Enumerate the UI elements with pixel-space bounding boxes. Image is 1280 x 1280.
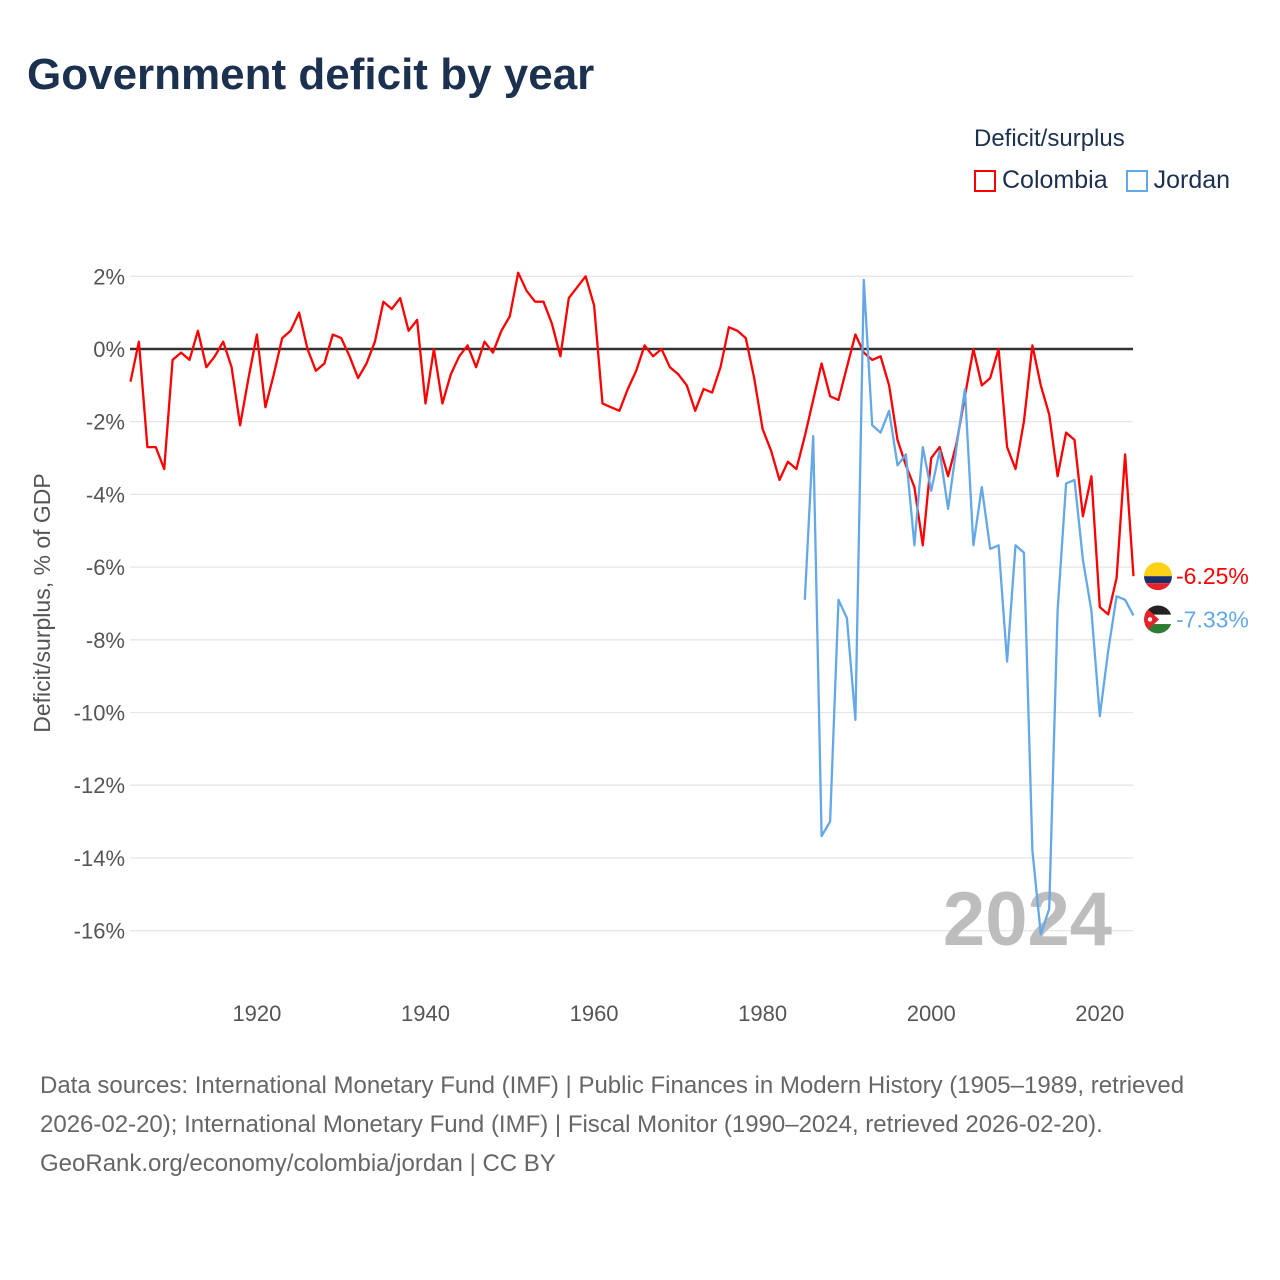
legend-swatch-jordan: [1125, 169, 1148, 192]
line-chart: 2% 0% -2% -4% -6% -8% -10% -12% -14% -16% 1920 1940…: [29, 264, 1249, 1026]
y-tick-label: -16%: [74, 919, 125, 944]
y-tick-label: -2%: [86, 410, 125, 435]
y-tick-label: -12%: [74, 773, 125, 798]
footer: Data sources: International Monetary Fun…: [40, 1066, 1240, 1183]
flag-icon-colombia: [1144, 562, 1172, 591]
series-line-colombia: [129, 271, 1135, 616]
y-tick-label: -6%: [86, 555, 125, 580]
credit-link[interactable]: GeoRank.org/economy/colombia/jordan | CC…: [40, 1150, 556, 1177]
series-line-jordan: [803, 278, 1135, 936]
x-tick-label: 2020: [1075, 1001, 1124, 1026]
legend-item-colombia[interactable]: Colombia: [974, 166, 1108, 195]
y-axis-label: Deficit/surplus, % of GDP: [29, 473, 55, 732]
legend: Colombia Jordan: [974, 166, 1230, 195]
x-tick-label: 1940: [401, 1001, 450, 1026]
x-tick-label: 1960: [570, 1001, 619, 1026]
x-tick-label: 1980: [738, 1001, 787, 1026]
end-value-label: -7.33%: [1176, 606, 1249, 632]
y-tick-label: 0%: [93, 337, 125, 362]
y-tick-label: -8%: [86, 628, 125, 653]
page-title: Government deficit by year: [27, 50, 595, 99]
legend-swatch-colombia: [974, 169, 996, 192]
end-value-label: -6.25%: [1176, 563, 1249, 589]
legend-title: Deficit/surplus: [974, 125, 1125, 152]
y-tick-label: -4%: [86, 482, 125, 507]
legend-label: Jordan: [1153, 166, 1231, 194]
y-tick-label: -10%: [74, 701, 125, 726]
x-tick-label: 1920: [232, 1001, 281, 1026]
watermark-year: 2024: [943, 877, 1112, 962]
y-tick-label: -14%: [74, 846, 125, 871]
legend-item-jordan[interactable]: Jordan: [1125, 166, 1231, 195]
y-tick-label: 2%: [93, 264, 125, 289]
flag-icon-jordan: [1144, 605, 1172, 634]
data-sources: Data sources: International Monetary Fun…: [40, 1072, 1185, 1138]
legend-label: Colombia: [1002, 166, 1108, 194]
x-tick-label: 2000: [907, 1001, 956, 1026]
